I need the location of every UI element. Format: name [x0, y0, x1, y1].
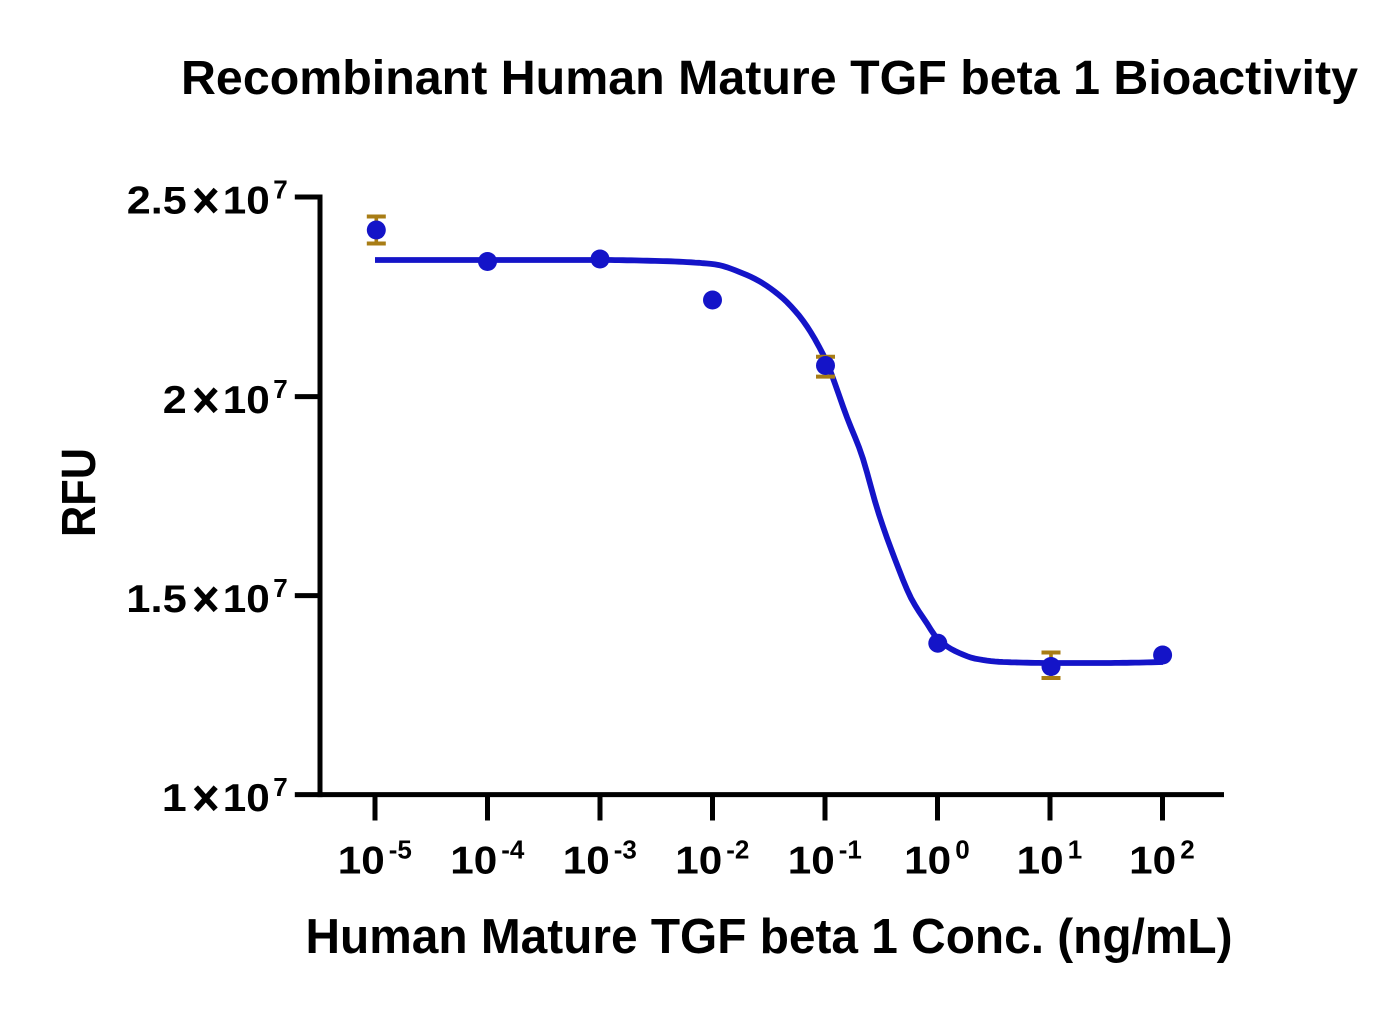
svg-text:10: 10: [450, 839, 497, 882]
svg-text:7: 7: [273, 573, 287, 603]
svg-text:Recombinant Human Mature TGF b: Recombinant Human Mature TGF beta 1 Bioa…: [181, 52, 1358, 105]
svg-text:10: 10: [1129, 839, 1176, 882]
svg-text:10: 10: [338, 839, 385, 882]
svg-text:1: 1: [162, 777, 187, 820]
svg-text:10: 10: [223, 180, 270, 223]
svg-text:10: 10: [563, 839, 610, 882]
svg-text:7: 7: [273, 772, 287, 802]
svg-text:2: 2: [163, 379, 187, 422]
svg-text:10: 10: [675, 839, 722, 882]
svg-text:10: 10: [223, 777, 270, 820]
svg-text:-2: -2: [726, 835, 749, 865]
svg-text:-1: -1: [839, 835, 862, 865]
svg-text:10: 10: [223, 578, 270, 621]
svg-text:7: 7: [273, 175, 287, 205]
svg-text:1.5: 1.5: [126, 578, 187, 621]
svg-text:10: 10: [1017, 839, 1064, 882]
svg-text:2.5: 2.5: [127, 180, 187, 223]
svg-text:7: 7: [273, 374, 287, 404]
svg-text:0: 0: [955, 835, 969, 865]
svg-text:1: 1: [1068, 835, 1082, 865]
svg-text:-4: -4: [501, 835, 525, 865]
svg-text:10: 10: [904, 839, 951, 882]
svg-text:RFU: RFU: [53, 448, 106, 537]
svg-text:2: 2: [1180, 835, 1194, 865]
svg-text:-3: -3: [614, 835, 637, 865]
svg-text:10: 10: [788, 839, 835, 882]
svg-text:-5: -5: [389, 835, 412, 865]
svg-text:10: 10: [223, 379, 270, 422]
svg-text:Human Mature TGF beta 1 Conc.: Human Mature TGF beta 1 Conc. (ng/mL): [306, 910, 1233, 964]
